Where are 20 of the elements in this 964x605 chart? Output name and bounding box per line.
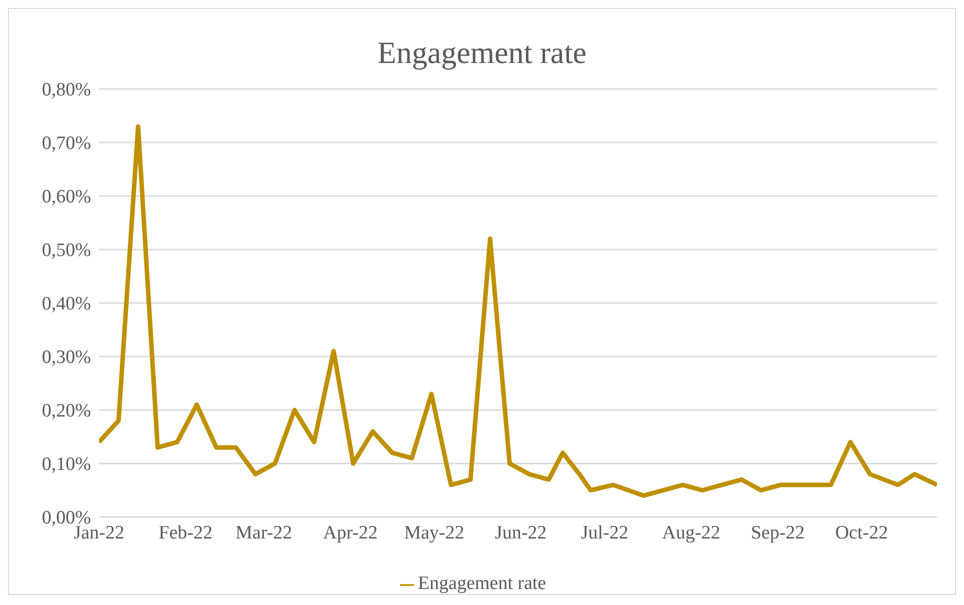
x-tick-label: Aug-22 [662, 522, 720, 544]
x-tick-label: Jun-22 [494, 522, 547, 544]
x-tick-label: Jul-22 [580, 522, 628, 544]
x-tick-label: Sep-22 [750, 522, 805, 544]
x-tick-label: May-22 [404, 522, 464, 544]
x-tick-label: Feb-22 [158, 522, 213, 544]
y-tick-label: 0,70% [42, 133, 92, 154]
y-tick-label: 0,80% [42, 80, 92, 101]
line-series [99, 124, 937, 498]
y-tick-label: 0,40% [42, 294, 92, 315]
y-tick-label: 0,50% [42, 240, 92, 262]
chart-title: Engagement rate [376, 35, 588, 72]
x-tick-label: Mar-22 [236, 522, 292, 544]
legend-label: Engagement rate [418, 573, 546, 594]
x-tick-label: Oct-22 [835, 522, 888, 544]
y-tick-label: 0,10% [42, 454, 92, 476]
y-tick-label: 0,20% [42, 400, 92, 422]
x-tick-label: Apr-22 [323, 522, 378, 544]
y-tick-label: 0,60% [42, 186, 92, 208]
y-tick-label: 0,30% [42, 347, 92, 368]
